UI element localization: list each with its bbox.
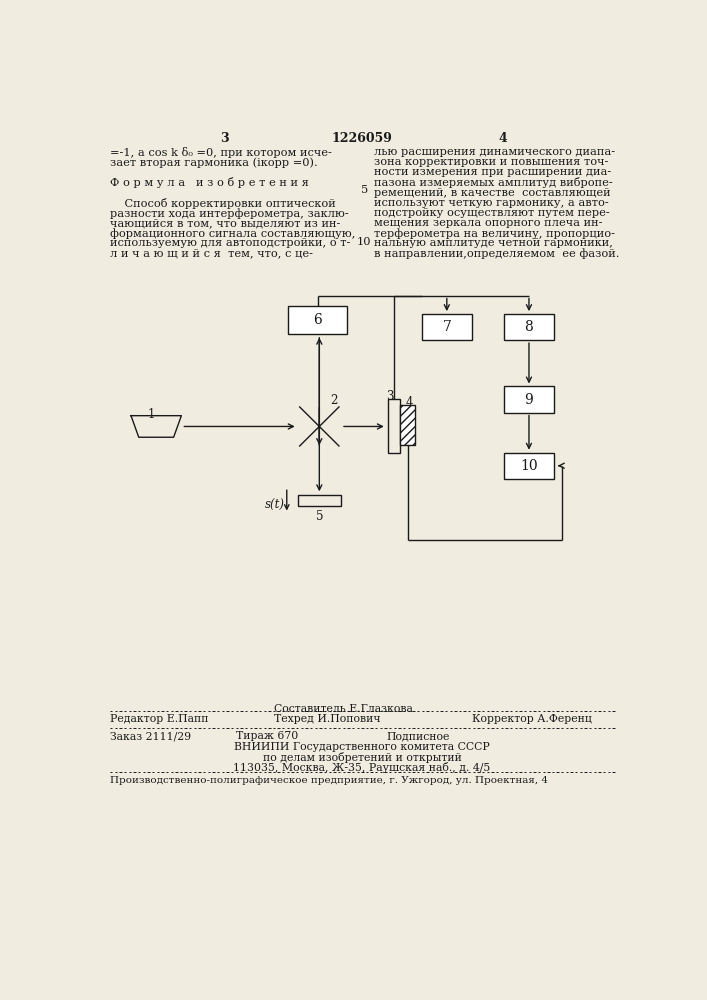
Bar	[504, 453, 554, 479]
Text: терферометра на величину, пропорцио-: терферометра на величину, пропорцио-	[373, 228, 614, 239]
Text: разности хода интерферометра, заклю-: разности хода интерферометра, заклю-	[110, 208, 349, 219]
Text: Ф о р м у л а   и з о б р е т е н и я: Ф о р м у л а и з о б р е т е н и я	[110, 177, 309, 188]
Text: 4: 4	[406, 396, 413, 409]
Bar	[504, 314, 554, 340]
Text: в направлении,определяемом  ее фазой.: в направлении,определяемом ее фазой.	[373, 249, 619, 259]
Text: s(t): s(t)	[265, 499, 285, 512]
Text: 9: 9	[525, 393, 533, 407]
Text: Способ корректировки оптической: Способ корректировки оптической	[110, 198, 336, 209]
Text: 10: 10	[520, 459, 538, 473]
Text: 5: 5	[315, 510, 323, 523]
Text: Техред И.Попович: Техред И.Попович	[274, 714, 381, 724]
Bar	[400, 405, 416, 445]
Text: 8: 8	[525, 320, 533, 334]
Text: 2: 2	[330, 394, 337, 407]
Text: 6: 6	[313, 312, 322, 326]
Text: л и ч а ю щ и й с я  тем, что, с це-: л и ч а ю щ и й с я тем, что, с це-	[110, 249, 313, 259]
Text: 1226059: 1226059	[332, 132, 392, 145]
Text: чающийся в том, что выделяют из ин-: чающийся в том, что выделяют из ин-	[110, 218, 341, 228]
Bar	[504, 386, 554, 413]
Text: Тираж 670: Тираж 670	[235, 731, 298, 741]
Text: Заказ 2111/29: Заказ 2111/29	[110, 731, 191, 741]
Text: 3: 3	[220, 132, 228, 145]
Text: пазона измеряемых амплитуд вибропе-: пазона измеряемых амплитуд вибропе-	[373, 177, 612, 188]
Text: Производственно-полиграфическое предприятие, г. Ужгород, ул. Проектная, 4: Производственно-полиграфическое предприя…	[110, 776, 548, 785]
Text: =-1, а cos k δ₀ =0, при котором исче-: =-1, а cos k δ₀ =0, при котором исче-	[110, 147, 332, 158]
Text: зона корректировки и повышения точ-: зона корректировки и повышения точ-	[373, 157, 608, 167]
Bar	[288, 306, 347, 334]
Text: 7: 7	[443, 320, 451, 334]
Text: лью расширения динамического диапа-: лью расширения динамического диапа-	[373, 147, 614, 157]
Text: формационного сигнала составляющую,: формационного сигнала составляющую,	[110, 228, 356, 239]
Text: 113035, Москва, Ж-35, Раушская наб., д. 4/5: 113035, Москва, Ж-35, Раушская наб., д. …	[233, 762, 491, 773]
Text: по делам изобретений и открытий: по делам изобретений и открытий	[262, 752, 462, 763]
Text: 3: 3	[386, 389, 394, 402]
Bar	[400, 405, 416, 445]
Text: Составитель Е.Глазкова: Составитель Е.Глазкова	[274, 704, 414, 714]
Text: 1: 1	[148, 408, 156, 421]
Text: нальную амплитуде четной гармоники,: нальную амплитуде четной гармоники,	[373, 238, 612, 248]
Text: ремещений, в качестве  составляющей: ремещений, в качестве составляющей	[373, 188, 610, 198]
Text: 4: 4	[498, 132, 508, 145]
Text: 10: 10	[357, 237, 371, 247]
Text: Подписное: Подписное	[387, 731, 450, 741]
Text: зает вторая гармоника (iкорр =0).: зает вторая гармоника (iкорр =0).	[110, 157, 318, 168]
Text: используемую для автоподстройки, о т-: используемую для автоподстройки, о т-	[110, 238, 351, 248]
Text: подстройку осуществляют путем пере-: подстройку осуществляют путем пере-	[373, 208, 609, 218]
Text: Редактор Е.Папп: Редактор Е.Папп	[110, 714, 209, 724]
Text: 5: 5	[361, 185, 368, 195]
Text: используют четкую гармонику, а авто-: используют четкую гармонику, а авто-	[373, 198, 608, 208]
Text: ВНИИПИ Государственного комитета СССР: ВНИИПИ Государственного комитета СССР	[234, 742, 490, 752]
Text: мещения зеркала опорного плеча ин-: мещения зеркала опорного плеча ин-	[373, 218, 602, 228]
Text: Корректор А.Ференц: Корректор А.Ференц	[472, 714, 592, 724]
Bar	[298, 495, 341, 506]
Text: ности измерения при расширении диа-: ности измерения при расширении диа-	[373, 167, 611, 177]
Bar	[421, 314, 472, 340]
Polygon shape	[131, 416, 182, 437]
Bar	[387, 399, 400, 453]
